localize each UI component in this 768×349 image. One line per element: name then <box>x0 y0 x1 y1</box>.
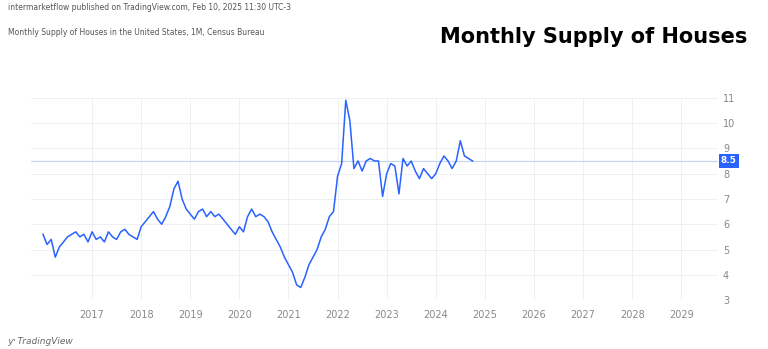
Text: Monthly Supply of Houses in the United States, 1M, Census Bureau: Monthly Supply of Houses in the United S… <box>8 28 264 37</box>
Text: ƴ TradingView: ƴ TradingView <box>8 336 72 346</box>
Text: 8.5: 8.5 <box>721 156 737 165</box>
Text: intermarketflow published on TradingView.com, Feb 10, 2025 11:30 UTC-3: intermarketflow published on TradingView… <box>8 3 290 13</box>
Text: Monthly Supply of Houses: Monthly Supply of Houses <box>440 27 747 47</box>
